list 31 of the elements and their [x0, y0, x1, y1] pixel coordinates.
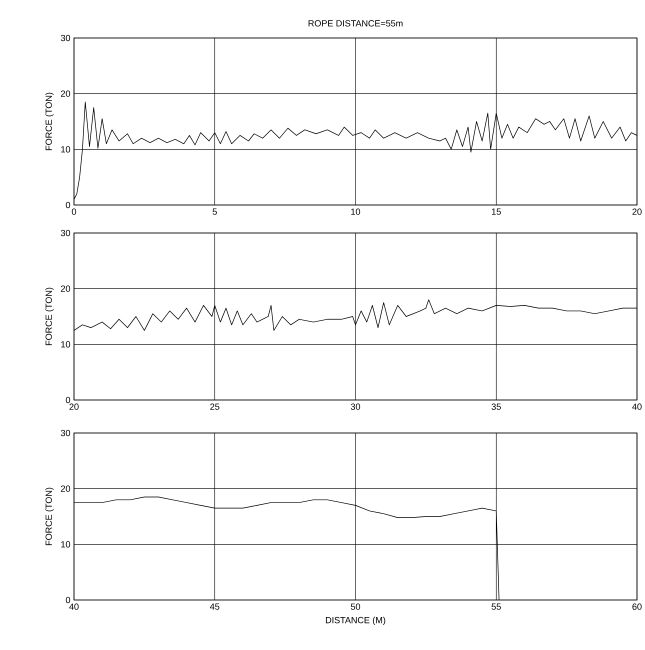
x-tick-label: 30: [350, 404, 360, 410]
y-tick-label: 20: [60, 285, 70, 292]
y-tick-label: 30: [60, 430, 70, 436]
x-tick-label: 60: [632, 604, 642, 610]
x-tick-label: 10: [351, 208, 360, 215]
y-axis-title: FORCE (TON): [45, 288, 54, 346]
y-tick-label: 30: [60, 230, 70, 236]
x-tick-label: 50: [350, 604, 360, 610]
y-tick-label: 20: [60, 485, 70, 492]
y-tick-label: 0: [66, 202, 70, 208]
x-tick-label: 0: [72, 208, 76, 215]
x-tick-label: 5: [212, 208, 217, 215]
y-tick-label: 30: [60, 34, 70, 42]
x-tick-label: 35: [491, 404, 501, 410]
y-tick-label: 0: [66, 396, 70, 404]
x-tick-label: 15: [492, 208, 501, 215]
y-axis-title: FORCE (TON): [45, 488, 54, 546]
y-tick-label: 10: [61, 341, 70, 348]
y-tick-label: 20: [60, 90, 70, 97]
x-axis-title: DISTANCE (M): [326, 616, 386, 626]
y-tick-label: 0: [66, 596, 70, 604]
x-tick-label: 55: [491, 604, 501, 610]
chart-title: ROPE DISTANCE=55m: [308, 20, 402, 27]
x-tick-label: 20: [632, 208, 642, 215]
y-tick-label: 10: [61, 146, 70, 153]
y-tick-label: 10: [61, 541, 70, 548]
y-axis-title: FORCE (TON): [45, 92, 54, 150]
x-tick-label: 45: [210, 604, 220, 610]
x-tick-label: 25: [210, 404, 220, 410]
x-tick-label: 40: [69, 604, 78, 610]
x-tick-label: 40: [632, 404, 642, 410]
